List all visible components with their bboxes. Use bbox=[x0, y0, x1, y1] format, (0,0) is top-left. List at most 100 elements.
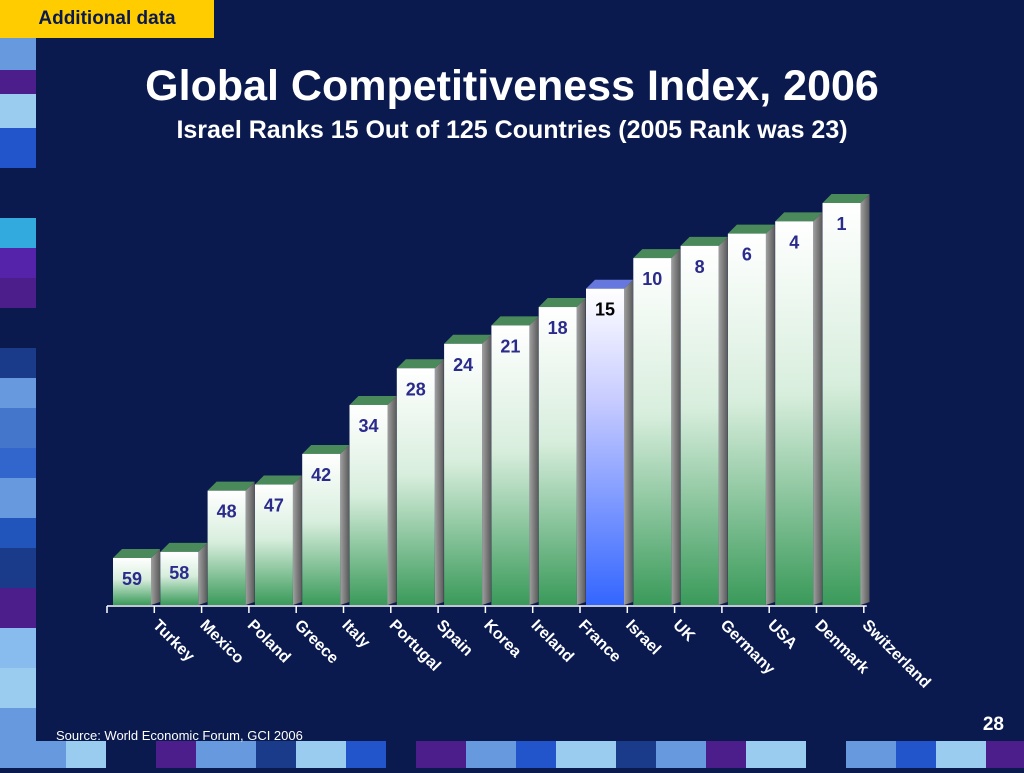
bar-front bbox=[822, 203, 861, 605]
bar-side bbox=[718, 236, 728, 605]
bar-ireland: 21 bbox=[491, 316, 539, 605]
bar-france: 18 bbox=[538, 298, 586, 605]
x-tick-label: Korea bbox=[480, 617, 524, 661]
bar-italy: 42 bbox=[302, 444, 350, 605]
bar-usa: 6 bbox=[727, 224, 775, 605]
bar-side bbox=[151, 549, 160, 605]
bar-top bbox=[586, 279, 633, 289]
bar-side bbox=[482, 334, 492, 605]
bar-front bbox=[491, 325, 530, 605]
bar-side bbox=[292, 475, 302, 605]
bar-top bbox=[491, 316, 539, 326]
bar-front bbox=[444, 343, 483, 605]
value-label: 28 bbox=[406, 379, 426, 399]
bar-side bbox=[624, 279, 633, 605]
x-tick-label: Greece bbox=[291, 617, 341, 667]
bar-top bbox=[680, 236, 728, 246]
bar-front bbox=[349, 404, 388, 605]
x-tick-label: Spain bbox=[433, 617, 476, 660]
value-label: 4 bbox=[789, 232, 799, 252]
bar-side bbox=[529, 316, 539, 605]
bar-side bbox=[671, 249, 681, 605]
bar-side bbox=[387, 395, 397, 605]
x-tick-label: UK bbox=[669, 617, 698, 646]
bar-front bbox=[538, 307, 577, 605]
page-number: 28 bbox=[982, 714, 1004, 735]
bar-top bbox=[302, 444, 350, 454]
bar-switzerland: 1 bbox=[822, 194, 870, 605]
chart-subtitle: Israel Ranks 15 Out of 125 Countries (20… bbox=[176, 116, 848, 144]
bar-front bbox=[207, 490, 246, 605]
bar-top bbox=[633, 249, 681, 259]
value-label: 1 bbox=[836, 214, 846, 234]
left-decorative-stripe bbox=[0, 38, 36, 768]
bar-chart: 59 58 48 47 42 34 28 24 21 18 15 10 8 6 4 1 Turkey Mexic… bbox=[106, 194, 934, 692]
bar-poland: 48 bbox=[207, 481, 255, 605]
bar-greece: 47 bbox=[254, 475, 302, 605]
x-tick-label: Mexico bbox=[196, 617, 247, 668]
bar-germany: 8 bbox=[680, 236, 728, 605]
x-tick-label: Israel bbox=[622, 617, 664, 659]
bar-side bbox=[340, 444, 350, 605]
bar-side bbox=[198, 542, 208, 605]
value-label: 34 bbox=[358, 416, 378, 436]
value-label: 58 bbox=[169, 563, 189, 583]
value-label: 59 bbox=[122, 569, 142, 589]
bar-top bbox=[775, 212, 823, 222]
bar-portugal: 34 bbox=[349, 395, 397, 605]
bar-front bbox=[254, 484, 293, 605]
x-tick-label: Italy bbox=[338, 617, 373, 652]
value-label: 10 bbox=[642, 269, 662, 289]
value-label: 24 bbox=[453, 355, 473, 375]
bar-side bbox=[813, 212, 823, 606]
bar-front bbox=[586, 288, 624, 605]
x-tick-label: Switzerland bbox=[859, 617, 934, 692]
bar-israel: 15 bbox=[586, 279, 633, 605]
additional-data-tag: Additional data bbox=[0, 0, 214, 38]
x-tick-label: USA bbox=[764, 617, 800, 653]
value-label: 42 bbox=[311, 465, 331, 485]
bar-top bbox=[160, 542, 208, 552]
bar-side bbox=[245, 481, 255, 605]
chart-title: Global Competitiveness Index, 2006 bbox=[145, 62, 879, 110]
bar-side bbox=[576, 298, 586, 605]
bar-mexico: 58 bbox=[160, 542, 208, 605]
bar-top bbox=[727, 224, 775, 234]
bar-turkey: 59 bbox=[113, 549, 160, 605]
bar-front bbox=[633, 258, 672, 605]
bar-front bbox=[775, 221, 814, 606]
bar-top bbox=[822, 194, 870, 203]
value-label: 21 bbox=[500, 336, 520, 356]
bar-front bbox=[302, 453, 341, 605]
bar-uk: 10 bbox=[633, 249, 681, 605]
bar-top bbox=[207, 481, 255, 491]
x-tick-label: Poland bbox=[244, 617, 294, 667]
bar-front bbox=[160, 551, 199, 605]
bar-korea: 24 bbox=[444, 334, 492, 605]
bar-spain: 28 bbox=[396, 359, 444, 605]
bar-top bbox=[444, 334, 492, 344]
bar-front bbox=[113, 558, 151, 605]
value-label: 18 bbox=[548, 318, 568, 338]
bar-denmark: 4 bbox=[775, 212, 823, 606]
x-tick-label: France bbox=[575, 617, 624, 666]
bar-front bbox=[727, 233, 766, 605]
bar-top bbox=[538, 298, 586, 308]
x-tick-label: Turkey bbox=[149, 617, 197, 665]
bar-top bbox=[254, 475, 302, 485]
x-tick-label: Portugal bbox=[386, 617, 444, 675]
value-label: 48 bbox=[217, 502, 237, 522]
bottom-decorative-stripe bbox=[36, 741, 1024, 768]
source-note: Source: World Economic Forum, GCI 2006 bbox=[56, 728, 303, 743]
value-label: 15 bbox=[595, 300, 615, 320]
value-label: 47 bbox=[264, 496, 284, 516]
bar-top bbox=[396, 359, 444, 369]
bar-top bbox=[349, 395, 397, 405]
bar-side bbox=[765, 224, 775, 605]
bar-top bbox=[113, 549, 160, 558]
value-label: 6 bbox=[742, 245, 752, 265]
x-tick-label: Ireland bbox=[528, 617, 577, 666]
value-label: 8 bbox=[695, 257, 705, 277]
bar-side bbox=[434, 359, 444, 605]
bar-side bbox=[860, 194, 870, 605]
